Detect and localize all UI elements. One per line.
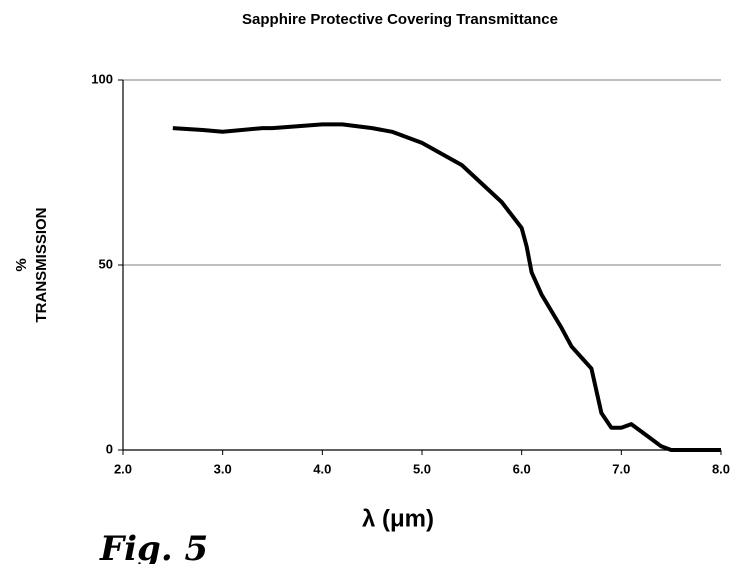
x-tick-label: 7.0 xyxy=(612,461,630,476)
data-line xyxy=(172,122,721,452)
chart-title: Sapphire Protective Covering Transmittan… xyxy=(242,11,558,28)
x-tick-label: 5.0 xyxy=(413,461,431,476)
x-tick-label: 6.0 xyxy=(513,461,531,476)
y-axis-label: TRANSMISSION xyxy=(33,207,50,322)
x-tick-label: 2.0 xyxy=(114,461,132,476)
x-tick-label: 3.0 xyxy=(214,461,232,476)
x-tick-label: 4.0 xyxy=(313,461,331,476)
x-axis-label: λ (μm) xyxy=(362,505,434,532)
y-axis-label: % xyxy=(13,258,30,271)
figure-label: Fig. 5 xyxy=(99,529,208,564)
y-tick-label: 0 xyxy=(106,441,113,456)
y-tick-label: 50 xyxy=(99,256,113,271)
x-tick-label: 8.0 xyxy=(712,461,730,476)
y-tick-label: 100 xyxy=(91,71,113,86)
